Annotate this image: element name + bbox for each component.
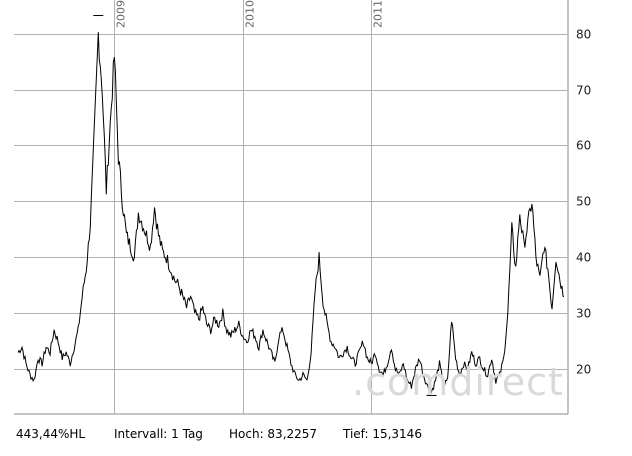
x-tick-label: 2010 <box>244 0 257 28</box>
footer-range: 443,44%HL <box>16 427 86 441</box>
chart-grid <box>14 0 569 415</box>
y-tick-label: 50 <box>576 195 591 209</box>
brand-watermark: .comdirect <box>352 360 564 404</box>
y-tick-label: 80 <box>576 28 591 42</box>
y-tick-label: 70 <box>576 84 591 98</box>
chart-footer: 443,44%HL Intervall: 1 Tag Hoch: 83,2257… <box>0 420 632 448</box>
y-tick-label: 60 <box>576 139 591 153</box>
price-chart: 2009 2010 2011 20 30 40 50 60 70 80 <box>14 0 591 415</box>
y-tick-label: 20 <box>576 363 591 377</box>
y-tick-label: 40 <box>576 251 591 265</box>
x-tick-label: 2009 <box>115 0 128 28</box>
y-axis-ticks: 20 30 40 50 60 70 80 <box>576 28 591 377</box>
x-axis-ticks: 2009 2010 2011 <box>115 0 385 28</box>
y-tick-label: 30 <box>576 307 591 321</box>
footer-high: Hoch: 83,2257 <box>229 427 318 441</box>
footer-low: Tief: 15,3146 <box>343 427 422 441</box>
series-line <box>17 32 565 394</box>
x-tick-label: 2011 <box>372 0 385 28</box>
footer-interval: Intervall: 1 Tag <box>114 427 203 441</box>
